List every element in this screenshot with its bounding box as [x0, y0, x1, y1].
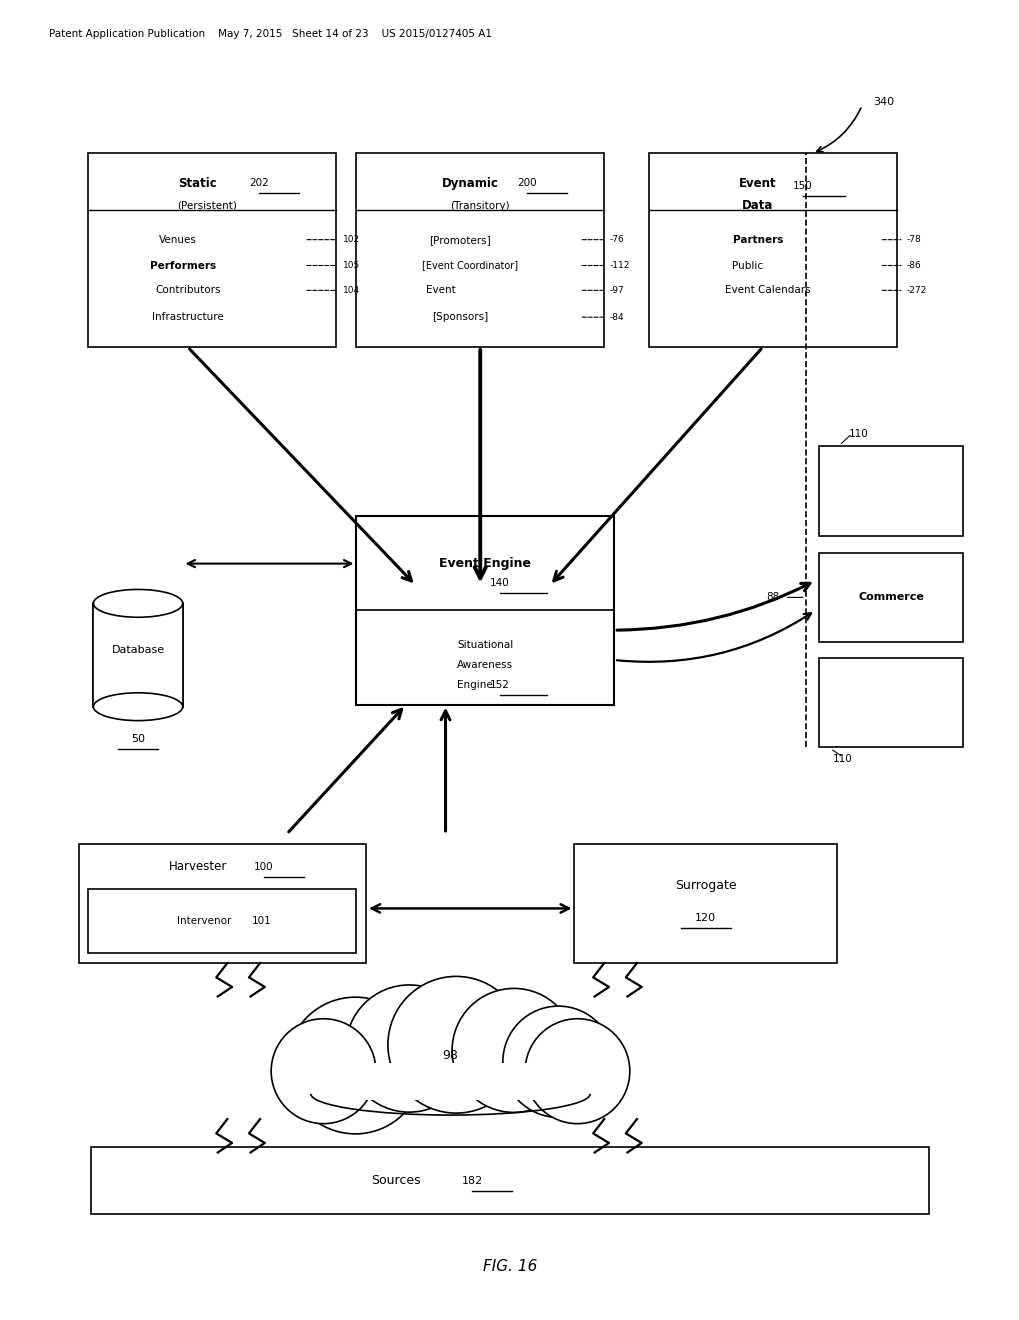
Text: [Promoters]: [Promoters]	[429, 235, 491, 244]
Text: -84: -84	[608, 313, 624, 322]
Text: 200: 200	[517, 178, 536, 187]
Text: -272: -272	[906, 286, 926, 294]
Text: Situational: Situational	[457, 640, 513, 649]
Text: Static: Static	[178, 177, 217, 190]
Ellipse shape	[94, 590, 182, 618]
Text: 88: 88	[765, 593, 779, 602]
Text: Data: Data	[742, 199, 772, 213]
FancyBboxPatch shape	[94, 603, 182, 706]
Text: Infrastructure: Infrastructure	[152, 312, 223, 322]
FancyBboxPatch shape	[356, 153, 603, 347]
Text: 152: 152	[490, 680, 510, 690]
FancyBboxPatch shape	[574, 843, 837, 964]
Text: -86: -86	[906, 261, 920, 271]
Text: (Persistent): (Persistent)	[177, 201, 237, 211]
Text: 120: 120	[695, 913, 715, 924]
Circle shape	[525, 1019, 629, 1123]
Text: Event: Event	[425, 285, 455, 296]
Text: Awareness: Awareness	[457, 660, 513, 671]
Text: [Sponsors]: [Sponsors]	[432, 312, 488, 322]
Text: Public: Public	[732, 260, 763, 271]
Text: [Event Coordinator]: [Event Coordinator]	[422, 260, 518, 271]
FancyBboxPatch shape	[818, 553, 962, 642]
Text: 150: 150	[792, 181, 812, 191]
Text: (Transitory): (Transitory)	[450, 201, 510, 211]
Circle shape	[271, 1019, 376, 1123]
FancyBboxPatch shape	[648, 153, 896, 347]
Text: FIG. 16: FIG. 16	[482, 1259, 537, 1274]
Circle shape	[345, 985, 472, 1113]
FancyBboxPatch shape	[818, 657, 962, 747]
FancyBboxPatch shape	[78, 843, 366, 964]
Text: Event Engine: Event Engine	[439, 557, 531, 570]
Circle shape	[502, 1006, 613, 1118]
FancyBboxPatch shape	[818, 446, 962, 536]
Text: Partners: Partners	[732, 235, 783, 244]
FancyBboxPatch shape	[311, 1063, 590, 1101]
FancyBboxPatch shape	[89, 888, 356, 953]
Text: Database: Database	[111, 645, 164, 655]
Text: Surrogate: Surrogate	[675, 879, 736, 892]
Text: -112: -112	[608, 261, 629, 271]
Text: -78: -78	[906, 235, 920, 244]
Text: Harvester: Harvester	[168, 861, 226, 874]
Text: 101: 101	[252, 916, 272, 927]
Text: 105: 105	[343, 261, 361, 271]
Text: -97: -97	[608, 286, 624, 294]
Text: 110: 110	[849, 429, 868, 440]
Text: 50: 50	[130, 734, 145, 744]
Text: Patent Application Publication    May 7, 2015   Sheet 14 of 23    US 2015/012740: Patent Application Publication May 7, 20…	[49, 29, 491, 40]
Text: Engine: Engine	[457, 680, 492, 690]
Text: 202: 202	[249, 178, 269, 187]
FancyBboxPatch shape	[89, 153, 336, 347]
Text: Venues: Venues	[159, 235, 197, 244]
Text: Sources: Sources	[371, 1175, 421, 1187]
Text: Performers: Performers	[150, 260, 216, 271]
Text: Commerce: Commerce	[858, 593, 923, 602]
FancyBboxPatch shape	[356, 516, 613, 705]
Text: 340: 340	[872, 96, 894, 107]
Text: Intervenor: Intervenor	[177, 916, 231, 927]
Text: 98: 98	[442, 1049, 458, 1063]
Text: 100: 100	[254, 862, 273, 871]
Text: 110: 110	[832, 754, 851, 764]
FancyBboxPatch shape	[92, 1147, 927, 1214]
Text: Dynamic: Dynamic	[441, 177, 498, 190]
FancyBboxPatch shape	[311, 1060, 590, 1094]
Ellipse shape	[94, 693, 182, 721]
Text: -76: -76	[608, 235, 624, 244]
Text: 140: 140	[490, 578, 510, 589]
Text: Event: Event	[739, 177, 776, 190]
Circle shape	[286, 997, 423, 1134]
Text: 104: 104	[343, 286, 360, 294]
Text: Event Calendars: Event Calendars	[725, 285, 810, 296]
Circle shape	[387, 977, 524, 1113]
Text: Contributors: Contributors	[155, 285, 220, 296]
Text: 102: 102	[343, 235, 360, 244]
Text: 182: 182	[462, 1176, 482, 1185]
Circle shape	[451, 989, 576, 1113]
